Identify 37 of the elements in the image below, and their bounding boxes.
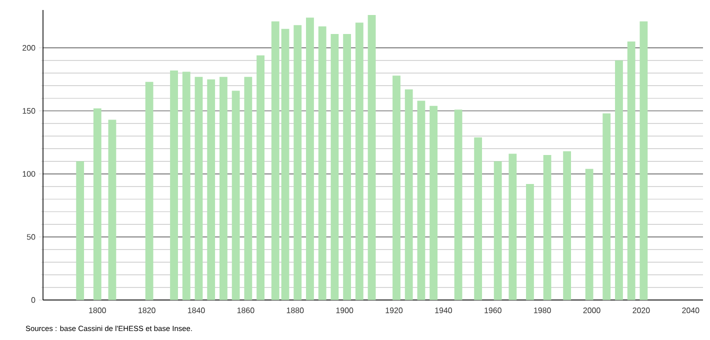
bar bbox=[602, 113, 611, 300]
bar bbox=[306, 18, 314, 300]
bar bbox=[281, 28, 290, 300]
bar bbox=[271, 21, 280, 300]
bar bbox=[640, 21, 648, 300]
bar bbox=[585, 168, 594, 300]
bar bbox=[392, 76, 400, 300]
bar bbox=[108, 120, 116, 300]
bar bbox=[430, 106, 438, 300]
bar bbox=[355, 22, 364, 300]
bar bbox=[508, 154, 517, 300]
bar bbox=[330, 34, 339, 300]
bar bbox=[182, 72, 190, 300]
bar bbox=[543, 155, 552, 300]
bar bbox=[615, 60, 623, 300]
bar bbox=[318, 26, 326, 300]
bar bbox=[76, 161, 84, 300]
bar bbox=[256, 55, 264, 300]
bar bbox=[404, 89, 413, 300]
bar bbox=[474, 137, 482, 300]
bar bbox=[194, 76, 203, 300]
bar bbox=[417, 100, 426, 300]
bar bbox=[526, 184, 534, 300]
bar bbox=[627, 42, 636, 300]
bar bbox=[220, 76, 228, 300]
bar bbox=[232, 90, 240, 300]
bar bbox=[454, 110, 462, 300]
bar bbox=[368, 15, 376, 300]
bar bbox=[145, 82, 154, 300]
bar bbox=[343, 34, 352, 300]
bar bbox=[93, 108, 102, 300]
bar bbox=[207, 79, 216, 300]
bar bbox=[170, 70, 178, 300]
bar bbox=[294, 25, 302, 300]
bar bbox=[563, 151, 572, 300]
bar bbox=[244, 76, 252, 300]
bar bbox=[494, 161, 502, 300]
